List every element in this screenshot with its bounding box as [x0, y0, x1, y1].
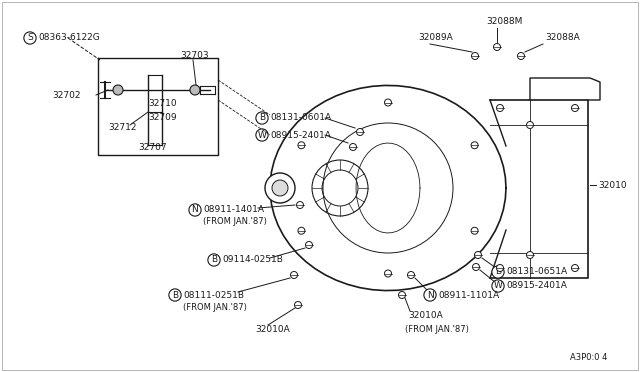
Circle shape — [527, 251, 534, 259]
Text: 32710: 32710 — [148, 99, 177, 108]
Circle shape — [472, 52, 479, 60]
Text: 09114-0251B: 09114-0251B — [222, 256, 283, 264]
Text: 32088M: 32088M — [486, 17, 522, 26]
Circle shape — [305, 241, 312, 248]
Text: 08131-0651A: 08131-0651A — [506, 267, 567, 276]
Text: B: B — [259, 113, 265, 122]
Circle shape — [493, 44, 500, 51]
Circle shape — [296, 202, 303, 208]
Text: 32709: 32709 — [148, 112, 177, 122]
Circle shape — [399, 292, 406, 298]
Circle shape — [572, 105, 579, 112]
Circle shape — [272, 180, 288, 196]
Circle shape — [497, 105, 504, 112]
Circle shape — [385, 270, 392, 277]
Text: W: W — [257, 131, 266, 140]
Text: 08911-1401A: 08911-1401A — [203, 205, 264, 215]
Circle shape — [497, 264, 504, 272]
Text: 08111-0251B: 08111-0251B — [183, 291, 244, 299]
Circle shape — [265, 173, 295, 203]
Text: B: B — [172, 291, 178, 299]
Circle shape — [572, 264, 579, 272]
Text: 32089A: 32089A — [418, 33, 452, 42]
Text: N: N — [191, 205, 198, 215]
Circle shape — [385, 99, 392, 106]
Text: A3P0:0 4: A3P0:0 4 — [570, 353, 607, 362]
Text: 32703: 32703 — [180, 51, 209, 60]
Text: 32712: 32712 — [108, 124, 136, 132]
Text: 08915-2401A: 08915-2401A — [270, 131, 331, 140]
Circle shape — [518, 52, 525, 60]
Text: 08915-2401A: 08915-2401A — [506, 282, 567, 291]
Circle shape — [471, 227, 478, 234]
Circle shape — [294, 301, 301, 308]
Text: 32702: 32702 — [52, 90, 81, 99]
Text: B: B — [495, 267, 501, 276]
Text: W: W — [493, 282, 502, 291]
Text: 32010: 32010 — [598, 180, 627, 189]
Circle shape — [472, 263, 479, 270]
Text: 32707: 32707 — [138, 144, 166, 153]
Text: 08131-0601A: 08131-0601A — [270, 113, 331, 122]
Text: 32088A: 32088A — [545, 33, 580, 42]
Circle shape — [527, 122, 534, 128]
Circle shape — [356, 128, 364, 135]
Text: N: N — [427, 291, 433, 299]
Circle shape — [190, 85, 200, 95]
Text: (FROM JAN.'87): (FROM JAN.'87) — [203, 218, 267, 227]
Text: 32010A: 32010A — [408, 311, 443, 320]
Circle shape — [349, 144, 356, 151]
Text: 08911-1101A: 08911-1101A — [438, 291, 499, 299]
Text: (FROM JAN.'87): (FROM JAN.'87) — [183, 304, 247, 312]
Circle shape — [113, 85, 123, 95]
Text: B: B — [211, 256, 217, 264]
Circle shape — [291, 272, 298, 279]
Text: S: S — [27, 33, 33, 42]
Circle shape — [471, 142, 478, 149]
Circle shape — [298, 227, 305, 234]
Circle shape — [408, 272, 415, 279]
Text: 32010A: 32010A — [255, 326, 290, 334]
Circle shape — [298, 142, 305, 149]
Text: 08363-6122G: 08363-6122G — [38, 33, 100, 42]
Circle shape — [474, 251, 481, 259]
Text: (FROM JAN.'87): (FROM JAN.'87) — [405, 326, 469, 334]
